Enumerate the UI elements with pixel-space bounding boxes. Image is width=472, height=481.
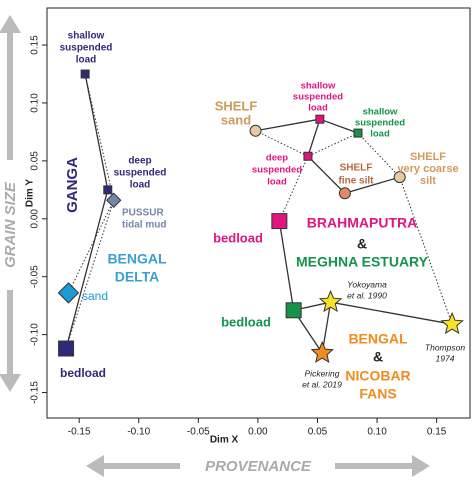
annotation: NICOBAR (345, 368, 410, 384)
annotation: et al. 1990 (347, 290, 387, 300)
annotation: deep (128, 156, 151, 167)
y-tick-label: -0.15 (30, 381, 41, 404)
x-tick-label: 0.05 (308, 427, 328, 438)
x-tick-label: -0.15 (68, 427, 91, 438)
annotation: suspended (293, 92, 343, 103)
point (58, 340, 75, 357)
annotation: load (267, 177, 287, 188)
x-tick-label: 0.10 (367, 427, 387, 438)
annotation: suspended (252, 165, 302, 176)
point (285, 302, 302, 319)
annotation: BENGAL (107, 251, 167, 267)
annotation: shallow (301, 81, 336, 92)
annotation: GANGA (64, 157, 81, 213)
annotation: Pickering (305, 368, 340, 378)
point (338, 187, 351, 200)
x-label: Dim X (210, 435, 239, 446)
plot-frame (46, 7, 471, 419)
y-tick-label: 0.10 (30, 93, 41, 113)
annotation: bedload (213, 230, 263, 245)
connector (307, 155, 346, 194)
annotation: shallow (68, 31, 105, 42)
annotation: MEGHNA ESTUARY (296, 254, 429, 270)
annotation: 1974 (436, 353, 455, 363)
point (303, 151, 313, 161)
annotation: shallow (363, 107, 398, 118)
annotation: SHELF (215, 98, 258, 113)
annotation: SHELF (410, 151, 446, 163)
point (318, 289, 343, 313)
connector (65, 200, 115, 349)
annotation: Yokoyama (347, 279, 387, 289)
point (440, 311, 464, 335)
connector (307, 118, 321, 157)
x-tick-label: -0.05 (187, 427, 210, 438)
y-label: Dim Y (25, 179, 36, 207)
x-arrow (86, 455, 430, 477)
annotation: BENGAL (348, 331, 408, 347)
x-arrow-label: PROVENANCE (205, 458, 312, 475)
annotation: SHELF (340, 163, 373, 174)
annotation: suspended (114, 168, 167, 179)
annotation: deep (266, 153, 288, 164)
x-tick-label: -0.10 (127, 427, 150, 438)
connector (67, 200, 115, 294)
point (393, 171, 406, 184)
annotation: fine silt (338, 176, 374, 187)
y-tick-label: -0.05 (30, 265, 41, 288)
annotation: BRAHMAPUTRA (307, 215, 417, 231)
connector (319, 118, 359, 134)
annotation: PUSSUR (122, 208, 164, 219)
annotation: sand (221, 112, 251, 127)
annotation: suspended (60, 43, 113, 54)
point (80, 69, 90, 79)
annotation: load (76, 55, 97, 66)
annotation: load (130, 180, 151, 191)
annotation: & (373, 349, 383, 365)
annotation: suspended (355, 118, 405, 129)
connector (330, 301, 453, 325)
connector (278, 156, 309, 222)
point (103, 185, 113, 195)
annotation: et al. 2019 (302, 379, 342, 389)
annotation: Thompson (425, 342, 465, 352)
y-tick-label: 0.00 (30, 209, 41, 229)
annotation: tidal mud (122, 220, 166, 231)
connector (344, 176, 400, 194)
connector (255, 130, 309, 157)
point (106, 192, 122, 208)
annotation: FANS (359, 386, 396, 402)
point (57, 282, 80, 304)
point (271, 213, 288, 230)
x-tick-label: 0.00 (248, 427, 268, 438)
connector (399, 176, 453, 325)
y-tick-label: -0.10 (30, 323, 41, 346)
point (353, 128, 363, 138)
annotation: sand (82, 289, 108, 303)
annotation: & (357, 236, 367, 252)
y-tick-label: 0.05 (30, 151, 41, 171)
point (249, 124, 262, 137)
annotation: very coarse (397, 163, 458, 175)
connector (84, 73, 109, 190)
y-tick-label: 0.15 (30, 35, 41, 55)
annotation: bedload (221, 314, 271, 329)
y-arrow-label: GRAIN SIZE (2, 181, 19, 268)
connector (307, 132, 359, 157)
point (310, 340, 334, 364)
x-tick-label: 0.15 (427, 427, 447, 438)
annotation: silt (420, 175, 436, 187)
connector (255, 118, 320, 132)
annotation: load (308, 103, 328, 114)
connector (65, 189, 109, 349)
annotation: load (370, 129, 390, 140)
point (315, 114, 325, 124)
annotation: bedload (60, 366, 106, 380)
y-arrow (0, 15, 21, 392)
connector (278, 221, 295, 311)
annotation: DELTA (115, 269, 160, 285)
